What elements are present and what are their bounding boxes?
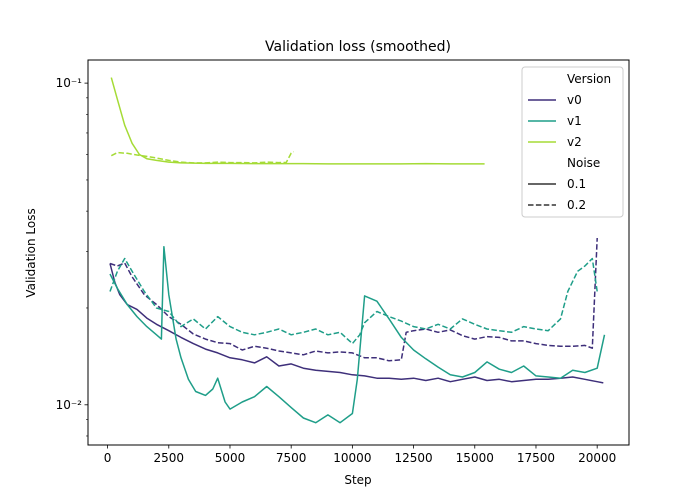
plot-area (109, 77, 606, 424)
chart-title: Validation loss (smoothed) (265, 39, 451, 55)
x-axis-label: Step (344, 473, 371, 487)
legend-title-noise: Noise (567, 156, 600, 170)
series-line-v2-noise-0.2 (110, 151, 294, 164)
legend-label-noise-0.2: 0.2 (567, 198, 586, 212)
legend-title-version: Version (567, 72, 611, 86)
x-tick-label: 12500 (394, 451, 432, 465)
legend-box (521, 66, 624, 218)
x-tick-label: 0 (104, 451, 112, 465)
y-tick-label: 10⁻¹ (56, 76, 83, 90)
x-tick-label: 15000 (456, 451, 494, 465)
x-tick-label: 20000 (578, 451, 616, 465)
series-line-v1-noise-0.1 (109, 245, 606, 424)
legend: Version v0 v1 v2 Noise 0.1 0.2 (521, 66, 624, 218)
series-line-v1-noise-0.2 (109, 257, 598, 345)
y-axis: 10⁻² 10⁻¹ (56, 76, 88, 437)
y-tick-label: 10⁻² (56, 398, 83, 412)
plot-frame (87, 59, 630, 446)
x-axis: 0 2500 5000 7500 10000 12500 15000 17500 20000 (104, 445, 616, 465)
legend-label-noise-0.1: 0.1 (567, 177, 586, 191)
legend-label-v2: v2 (567, 135, 582, 149)
y-axis-label: Validation Loss (24, 208, 38, 297)
legend-label-v0: v0 (567, 93, 582, 107)
x-tick-label: 10000 (333, 451, 371, 465)
x-tick-label: 7500 (276, 451, 307, 465)
x-tick-label: 17500 (517, 451, 555, 465)
series-line-v0-noise-0.1 (109, 263, 604, 384)
x-tick-label: 2500 (154, 451, 185, 465)
series-line-v2-noise-0.1 (110, 77, 485, 165)
legend-label-v1: v1 (567, 114, 582, 128)
x-tick-label: 5000 (215, 451, 246, 465)
